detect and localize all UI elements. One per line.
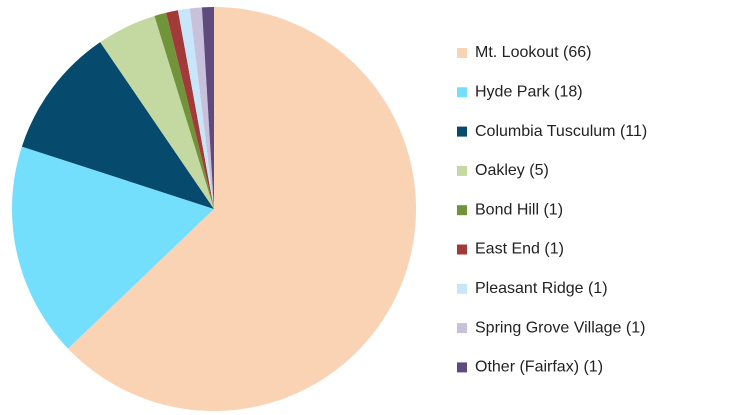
- legend-label: East End (1): [475, 241, 564, 258]
- pie-slice: [189, 7, 214, 209]
- legend-swatch: [457, 283, 467, 294]
- pie-slice: [166, 10, 214, 210]
- legend-swatch: [457, 205, 467, 216]
- pie-slice: [67, 7, 416, 411]
- legend-swatch: [457, 244, 467, 255]
- legend-swatch: [457, 48, 467, 58]
- legend-swatch: [457, 87, 467, 98]
- legend-label: Spring Grove Village (1): [475, 319, 645, 336]
- legend-label: Mt. Lookout (66): [475, 44, 592, 61]
- pie-slice: [11, 146, 214, 349]
- legend-swatch: [457, 165, 467, 176]
- pie-slice: [177, 8, 214, 210]
- pie-slice: [154, 12, 214, 209]
- legend-label: Oakley (5): [475, 162, 549, 179]
- legend-label: Other (Fairfax) (1): [475, 359, 603, 376]
- legend-swatch: [457, 323, 467, 334]
- pie-slice: [21, 42, 215, 210]
- legend-label: Columbia Tusculum (11): [475, 123, 647, 140]
- pie-slice: [201, 7, 214, 209]
- legend-label: Hyde Park (18): [475, 84, 583, 101]
- legend-label: Bond Hill (1): [475, 201, 563, 218]
- legend-swatch: [457, 126, 467, 137]
- legend-swatch: [457, 362, 467, 373]
- legend-label: Pleasant Ridge (1): [475, 280, 608, 297]
- pie-slice: [100, 15, 214, 210]
